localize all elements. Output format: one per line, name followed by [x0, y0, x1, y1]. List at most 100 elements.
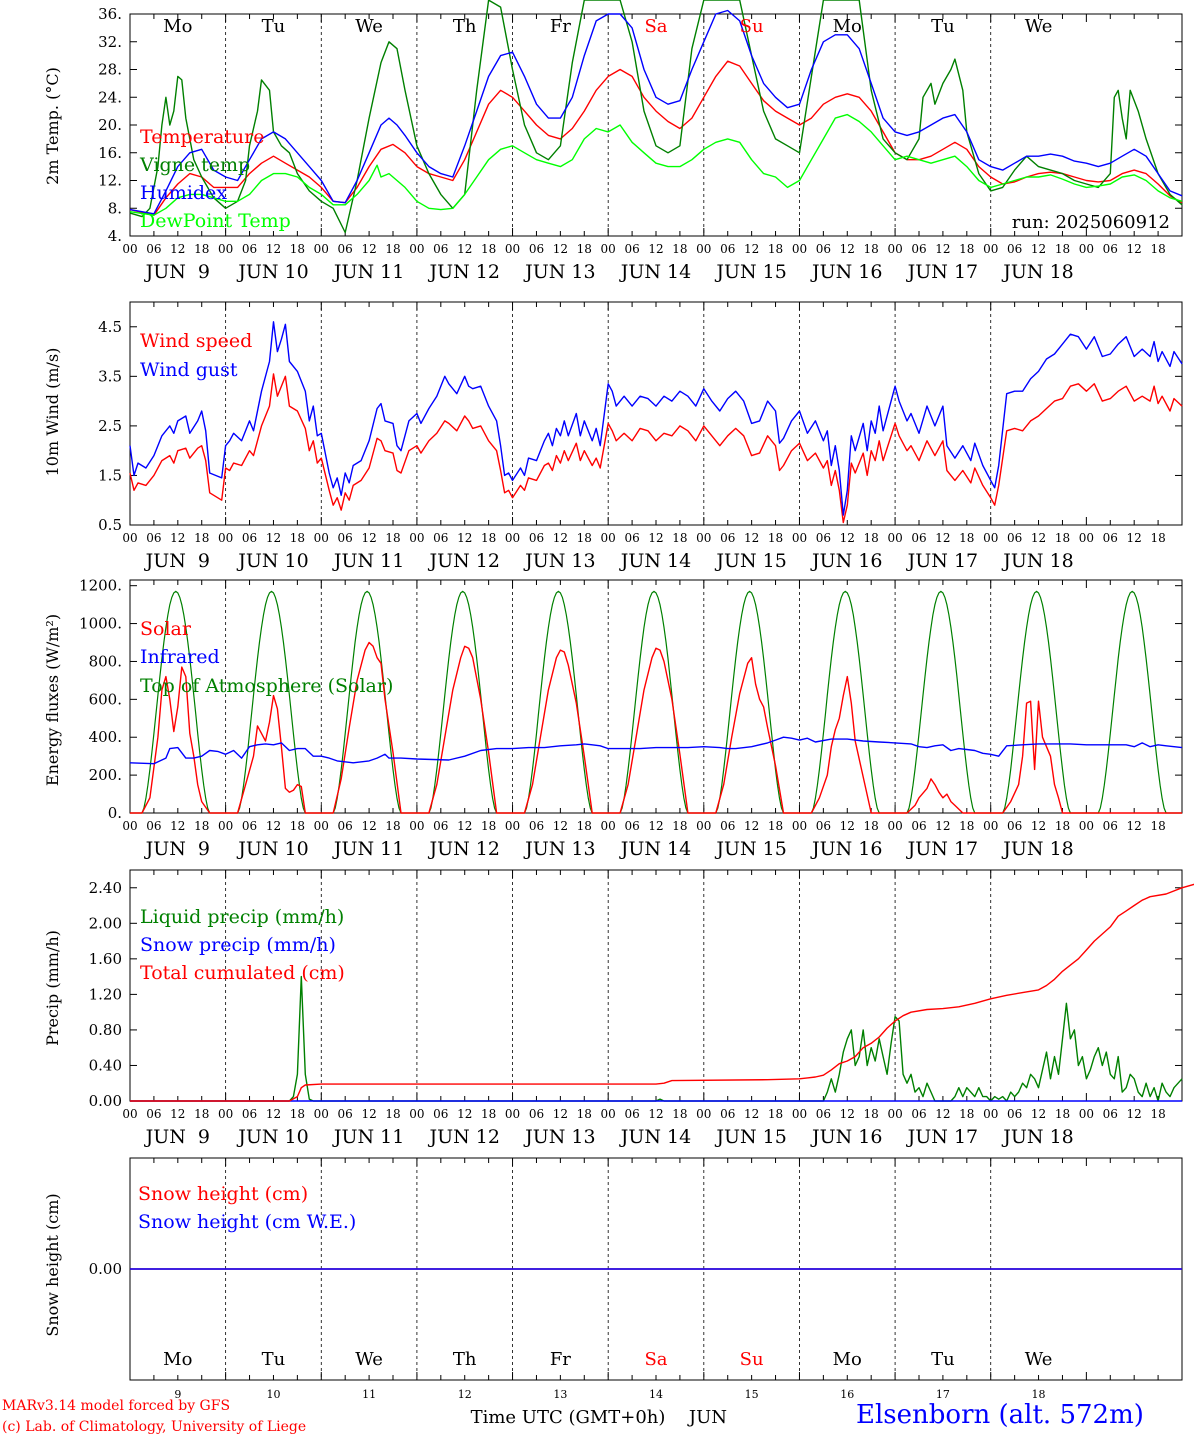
wind-hour-tick-label: 00	[792, 531, 807, 545]
bottom-weekday-label: We	[1025, 1349, 1053, 1370]
wind-y-tick-label: 0.5	[98, 516, 122, 534]
precip-date-label: JUN 16	[810, 1126, 882, 1148]
wind-hour-tick-label: 18	[385, 531, 400, 545]
x-axis-month: JUN	[687, 1407, 727, 1428]
top-weekday-label: Fr	[550, 16, 571, 37]
precip-y-tick-label: 0.80	[89, 1021, 122, 1039]
wind-hour-tick-label: 00	[505, 531, 520, 545]
energy-date-label: JUN 9	[144, 838, 210, 860]
precip-date-label: JUN 9	[144, 1126, 210, 1148]
precip-hour-tick-label: 06	[146, 1107, 161, 1121]
bottom-weekday-label: Su	[740, 1349, 764, 1370]
energy-hour-tick-label: 18	[1055, 819, 1070, 833]
energy-hour-tick-label: 12	[1127, 819, 1142, 833]
energy-hour-tick-label: 18	[290, 819, 305, 833]
top-weekday-label: Tu	[931, 16, 955, 37]
wind-hour-tick-label: 00	[696, 531, 711, 545]
precip-hour-tick-label: 06	[242, 1107, 257, 1121]
energy-date-label: JUN 14	[619, 838, 691, 860]
bottom-weekday-label: Tu	[931, 1349, 955, 1370]
wind-hour-tick-label: 12	[840, 531, 855, 545]
temp-y-tick-label: 8.	[108, 199, 122, 217]
x-axis-title: Time UTC (GMT+0h)	[471, 1407, 666, 1428]
temp-date-label: JUN 15	[714, 261, 786, 283]
precip-hour-tick-label: 00	[696, 1107, 711, 1121]
energy-legend-entry: Solar	[140, 618, 192, 640]
temp-legend-entry: Humidex	[140, 182, 227, 204]
temp-hour-tick-label: 06	[816, 242, 831, 256]
energy-y-tick-label: 800.	[89, 652, 122, 670]
temp-hour-tick-label: 00	[409, 242, 424, 256]
run-label: run: 2025060912	[1012, 212, 1170, 233]
precip-hour-tick-label: 18	[481, 1107, 496, 1121]
temp-hour-tick-label: 12	[744, 242, 759, 256]
day-number-label: 16	[840, 1388, 854, 1401]
temp-hour-tick-label: 12	[553, 242, 568, 256]
temp-hour-tick-label: 18	[959, 242, 974, 256]
top-weekday-label: Mo	[833, 16, 862, 37]
temp-hour-tick-label: 12	[648, 242, 663, 256]
temp-hour-tick-label: 18	[864, 242, 879, 256]
temp-hour-tick-label: 00	[983, 242, 998, 256]
energy-date-label: JUN 17	[906, 838, 978, 860]
energy-hour-tick-label: 18	[1150, 819, 1165, 833]
precip-hour-tick-label: 18	[768, 1107, 783, 1121]
wind-hour-tick-label: 18	[959, 531, 974, 545]
bottom-weekday-label: Tu	[262, 1349, 286, 1370]
precip-hour-tick-label: 06	[911, 1107, 926, 1121]
precip-hour-tick-label: 00	[218, 1107, 233, 1121]
wind-y-tick-label: 1.5	[98, 466, 122, 484]
day-number-label: 9	[174, 1388, 181, 1401]
temp-date-label: JUN 13	[523, 261, 595, 283]
energy-date-label: JUN 18	[1001, 838, 1073, 860]
energy-legend-entry: Top of Atmosphere (Solar)	[140, 675, 393, 697]
wind-hour-tick-label: 18	[1055, 531, 1070, 545]
energy-y-tick-label: 400.	[89, 728, 122, 746]
temp-hour-tick-label: 00	[218, 242, 233, 256]
temp-hour-tick-label: 06	[1103, 242, 1118, 256]
temp-hour-tick-label: 18	[1150, 242, 1165, 256]
bottom-weekday-label: We	[355, 1349, 383, 1370]
temp-hour-tick-label: 00	[314, 242, 329, 256]
temp-y-tick-label: 36.	[98, 5, 122, 23]
energy-hour-tick-label: 18	[194, 819, 209, 833]
precip-date-label: JUN 11	[332, 1126, 404, 1148]
precip-hour-tick-label: 18	[290, 1107, 305, 1121]
temp-hour-tick-label: 18	[385, 242, 400, 256]
wind-legend-entry: Wind gust	[140, 359, 238, 381]
temp-hour-tick-label: 00	[601, 242, 616, 256]
wind-hour-tick-label: 00	[122, 531, 137, 545]
top-weekday-label: We	[1025, 16, 1053, 37]
precip-hour-tick-label: 12	[553, 1107, 568, 1121]
energy-hour-tick-label: 12	[1031, 819, 1046, 833]
precip-series-2-line	[130, 883, 1194, 1102]
wind-y-tick-label: 4.5	[98, 318, 122, 336]
top-weekday-label: Su	[740, 16, 764, 37]
snow-y-tick-label: 0.00	[89, 1260, 122, 1278]
wind-frame	[129, 301, 1183, 526]
day-number-label: 15	[745, 1388, 759, 1401]
precip-y-tick-label: 2.00	[89, 914, 122, 932]
temp-hour-tick-label: 06	[720, 242, 735, 256]
precip-hour-tick-label: 18	[864, 1107, 879, 1121]
snow-legend-entry: Snow height (cm)	[138, 1183, 308, 1205]
precip-y-tick-label: 0.00	[89, 1092, 122, 1110]
energy-hour-tick-label: 06	[1103, 819, 1118, 833]
bottom-weekday-label: Th	[453, 1349, 477, 1370]
wind-date-label: JUN 14	[619, 550, 691, 572]
temp-hour-tick-label: 00	[696, 242, 711, 256]
wind-y-axis-label: 10m Wind (m/s)	[43, 348, 62, 477]
energy-hour-tick-label: 06	[816, 819, 831, 833]
wind-y-tick-label: 2.5	[98, 417, 122, 435]
temp-hour-tick-label: 12	[840, 242, 855, 256]
precip-date-label: JUN 15	[714, 1126, 786, 1148]
energy-hour-tick-label: 18	[768, 819, 783, 833]
wind-hour-tick-label: 12	[266, 531, 281, 545]
wind-hour-tick-label: 18	[577, 531, 592, 545]
precip-y-tick-label: 1.20	[89, 985, 122, 1003]
temp-series-1-line	[129, 0, 1183, 234]
precip-date-label: JUN 13	[523, 1126, 595, 1148]
precip-hour-tick-label: 12	[840, 1107, 855, 1121]
energy-hour-tick-label: 12	[935, 819, 950, 833]
